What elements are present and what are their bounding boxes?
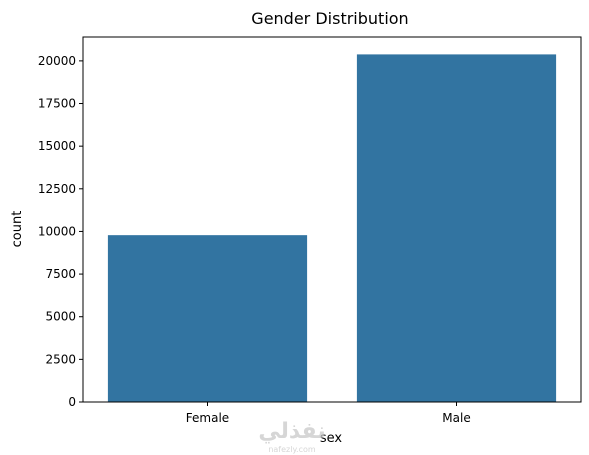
y-axis-label: count	[10, 211, 25, 248]
y-tick-label: 15000	[38, 139, 76, 153]
y-tick-label: 2500	[45, 352, 76, 366]
watermark-logo: نفذلي nafezly.com	[258, 419, 325, 454]
watermark-logo-text: نفذلي	[258, 419, 325, 444]
y-tick-label: 0	[68, 395, 76, 409]
y-tick-label: 20000	[38, 54, 76, 68]
y-tick-label: 5000	[45, 310, 76, 324]
bar-male	[356, 54, 557, 403]
x-axis-label: sex	[320, 431, 343, 446]
watermark-site-text: nafezly.com	[268, 445, 316, 454]
chart-title: Gender Distribution	[251, 9, 408, 28]
y-tick-label: 12500	[38, 182, 76, 196]
plot-area: Female Male 0 2500 5000 7500 10000 12500 15000 17…	[38, 36, 582, 425]
bar-female	[107, 235, 308, 402]
plot-frame	[82, 36, 582, 403]
x-tick-label-male: Male	[442, 411, 470, 425]
y-tick-label: 7500	[45, 267, 76, 281]
y-tick-label: 17500	[38, 97, 76, 111]
x-tick-label-female: Female	[186, 411, 229, 425]
y-tick-label: 10000	[38, 224, 76, 238]
